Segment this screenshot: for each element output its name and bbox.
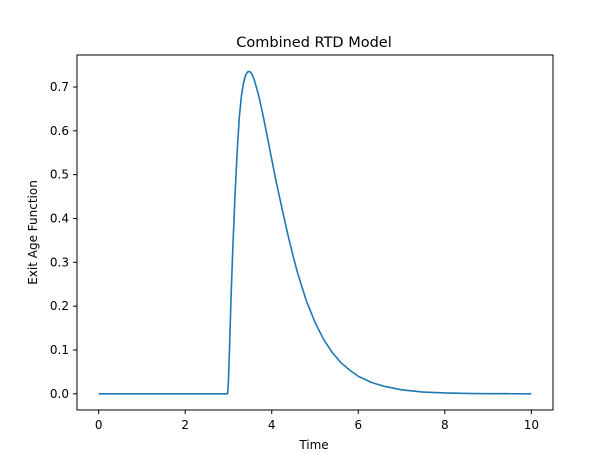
x-tick-label: 8 (441, 418, 449, 432)
y-tick-label: 0.2 (50, 299, 69, 313)
y-tick-label: 0.7 (50, 80, 69, 94)
plot-area (98, 70, 532, 395)
axes-frame (76, 54, 554, 411)
y-tick-label: 0.4 (50, 211, 69, 225)
y-tick-label: 0.5 (50, 168, 69, 182)
x-tick-label: 10 (524, 418, 539, 432)
x-axis: 0 2 4 6 8 10 (95, 410, 539, 432)
y-tick-label: 0.3 (50, 255, 69, 269)
x-axis-label: Time (298, 438, 328, 452)
chart-title: Combined RTD Model (236, 35, 391, 51)
y-tick-label: 0.1 (50, 343, 69, 357)
x-tick-label: 2 (181, 418, 189, 432)
series-line-0 (98, 70, 532, 395)
x-tick-label: 6 (354, 418, 362, 432)
y-axis: 0.0 0.1 0.2 0.3 0.4 0.5 0.6 0.7 (50, 80, 77, 401)
y-tick-label: 0.6 (50, 124, 69, 138)
x-tick-label: 0 (95, 418, 103, 432)
x-tick-label: 4 (268, 418, 276, 432)
y-tick-label: 0.0 (50, 387, 69, 401)
y-axis-label: Exit Age Function (26, 180, 40, 285)
